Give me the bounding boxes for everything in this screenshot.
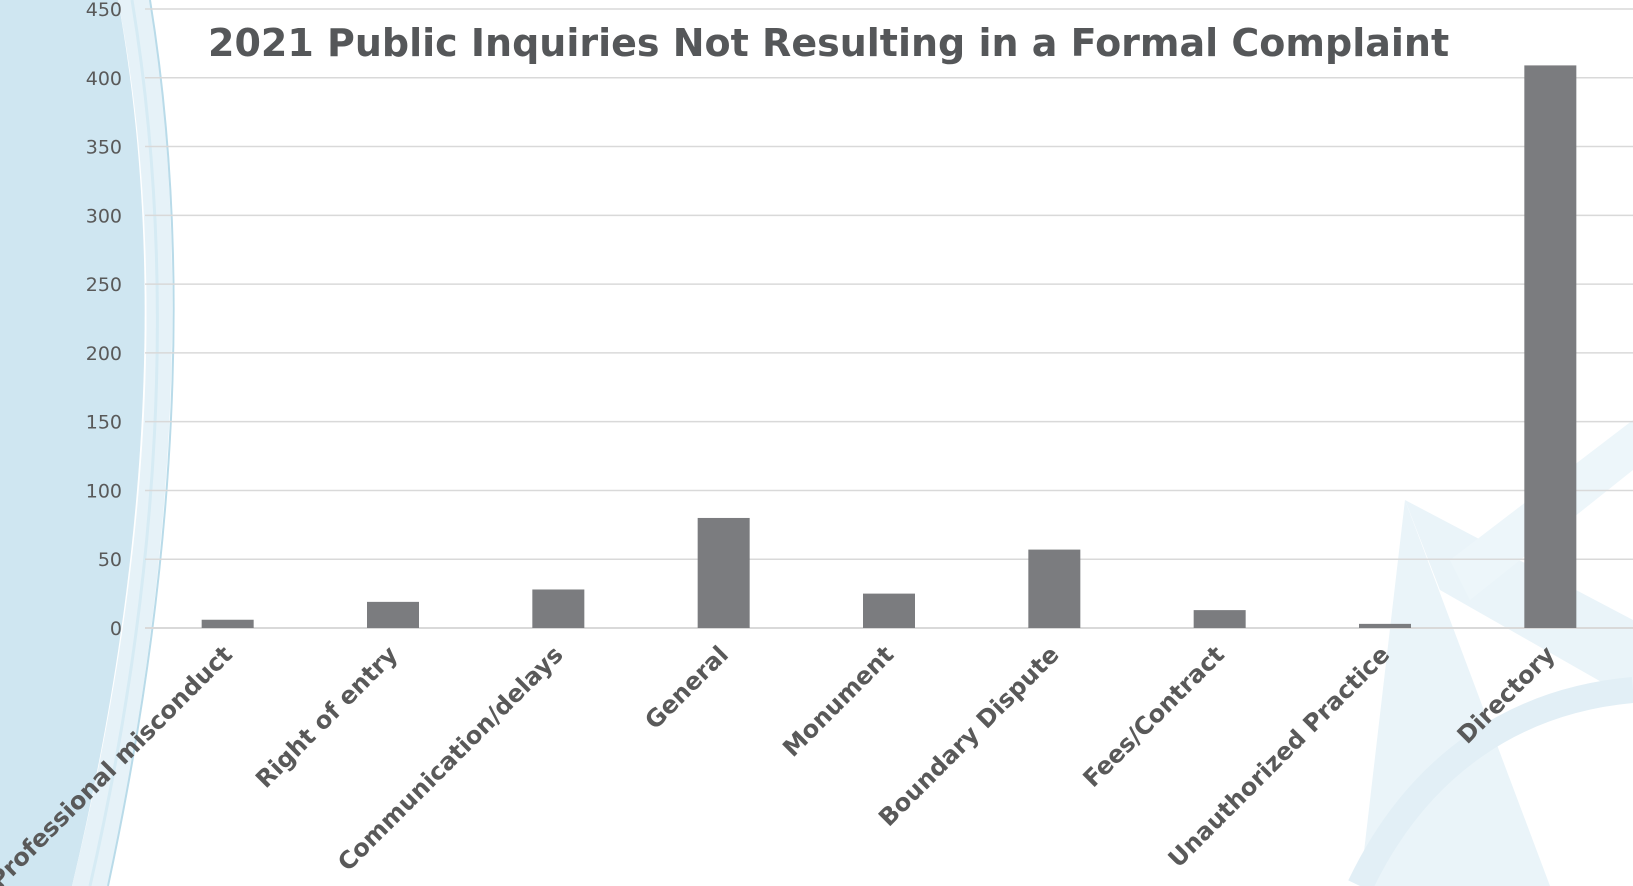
bar bbox=[532, 589, 585, 628]
x-tick-label: Right of entry bbox=[250, 640, 403, 793]
left-swoosh-decoration bbox=[0, 0, 145, 886]
x-tick-label: Professional misconduct bbox=[0, 640, 238, 886]
y-tick-label: 200 bbox=[86, 343, 122, 365]
bar bbox=[1028, 549, 1081, 628]
gridlines bbox=[145, 8, 1633, 629]
x-tick-label: Directory bbox=[1452, 640, 1561, 749]
y-tick-label: 100 bbox=[86, 480, 122, 502]
x-axis-tick-labels: Professional misconduct Right of entryCom… bbox=[0, 640, 1561, 886]
x-tick-label: Fees/Contract bbox=[1078, 640, 1230, 792]
y-tick-label: 400 bbox=[86, 68, 122, 90]
y-tick-label: 250 bbox=[86, 274, 122, 296]
left-swoosh-line-2 bbox=[88, 0, 159, 886]
bar bbox=[201, 619, 254, 628]
compass-ray-decoration bbox=[1405, 500, 1633, 700]
bar bbox=[863, 593, 915, 628]
bar bbox=[1193, 610, 1246, 628]
y-tick-label: 50 bbox=[98, 549, 122, 571]
x-tick-label: Monument bbox=[777, 640, 899, 762]
bar bbox=[697, 517, 750, 628]
y-axis-tick-labels: 0 50 100 150 200 250 300 350 400 450 bbox=[86, 0, 122, 640]
bar bbox=[1359, 623, 1411, 628]
y-tick-label: 450 bbox=[86, 0, 122, 21]
x-tick-label: General bbox=[639, 640, 733, 734]
y-tick-label: 150 bbox=[86, 412, 122, 434]
bar bbox=[1524, 65, 1577, 629]
bars bbox=[201, 65, 1577, 629]
y-tick-label: 300 bbox=[86, 205, 122, 227]
chart-title: 2021 Public Inquiries Not Resulting in a… bbox=[208, 21, 1449, 65]
compass-arc-decoration bbox=[1348, 677, 1633, 886]
left-swoosh-line bbox=[107, 0, 175, 886]
left-swoosh-highlight bbox=[72, 0, 173, 886]
bar bbox=[367, 601, 419, 628]
y-tick-label: 0 bbox=[110, 618, 122, 640]
x-tick-label: Boundary Dispute bbox=[873, 640, 1064, 831]
y-tick-label: 350 bbox=[86, 137, 122, 159]
